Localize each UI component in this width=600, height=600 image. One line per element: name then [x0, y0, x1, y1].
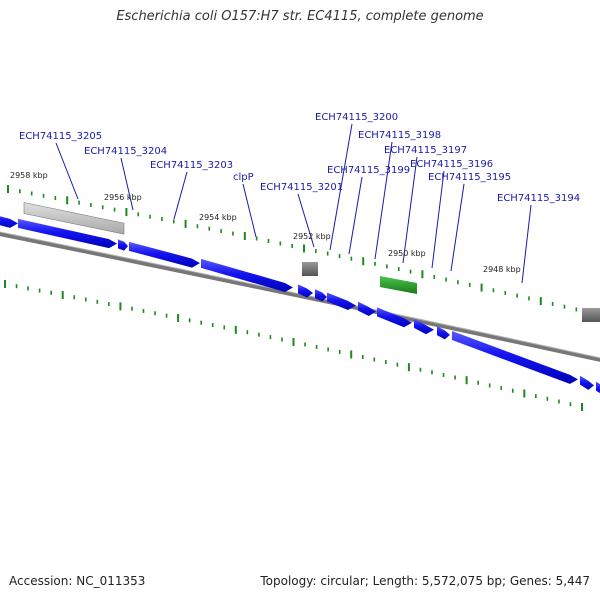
accession-text: Accession: NC_011353 [9, 574, 146, 588]
gene-label[interactable]: ECH74115_3205 [19, 131, 102, 142]
gene-arrow [298, 284, 313, 298]
gene-arrow [118, 239, 128, 251]
kbp-labels: 2958 kbp 2956 kbp 2954 kbp 2952 kbp 2950… [10, 171, 521, 274]
tick-track-inner [4, 280, 583, 411]
gene-arrow [18, 218, 117, 249]
leader-line [173, 171, 188, 220]
gene-labels: ECH74115_3205 ECH74115_3204 ECH74115_320… [19, 112, 580, 204]
pseudogene-block [582, 308, 600, 322]
leader-line [120, 157, 134, 211]
kbp-label: 2958 kbp [10, 171, 48, 180]
leader-line [521, 204, 532, 284]
gene-arrow [201, 258, 293, 292]
leader-line [348, 176, 363, 255]
genome-backbone [0, 231, 600, 362]
feature-track [0, 202, 600, 394]
genome-title: Escherichia coli O157:H7 str. EC4115, co… [116, 9, 484, 24]
gene-label[interactable]: ECH74115_3198 [358, 130, 441, 141]
gene-label[interactable]: ECH74115_3204 [84, 146, 167, 157]
pseudogene-bar [23, 202, 125, 235]
gene-arrow [596, 381, 600, 394]
gene-label[interactable]: clpP [233, 172, 254, 183]
kbp-label: 2950 kbp [388, 249, 426, 258]
kbp-label: 2952 kbp [293, 232, 331, 241]
leader-line [329, 123, 353, 251]
leader-line [242, 183, 257, 238]
leader-line [374, 141, 393, 260]
gene-label[interactable]: ECH74115_3201 [260, 182, 343, 193]
gene-label[interactable]: ECH74115_3194 [497, 193, 580, 204]
leader-line [431, 170, 445, 269]
gene-arrow [0, 216, 18, 228]
rna-feature [380, 276, 417, 294]
gene-arrow [327, 292, 356, 311]
leader-line [402, 156, 418, 264]
leader-line [55, 142, 79, 200]
leader-line [297, 193, 315, 248]
gene-arrow [414, 318, 434, 335]
kbp-label: 2954 kbp [199, 213, 237, 222]
gene-arrow [129, 241, 200, 268]
gene-label[interactable]: ECH74115_3196 [410, 159, 493, 170]
gene-arrow [580, 375, 594, 390]
kbp-label: 2956 kbp [104, 193, 142, 202]
pseudogene-block [302, 262, 318, 276]
gene-label[interactable]: ECH74115_3199 [327, 165, 410, 176]
gene-label[interactable]: ECH74115_3203 [150, 160, 233, 171]
gene-arrow [452, 331, 578, 384]
gene-arrow [377, 307, 412, 328]
gene-arrow [358, 301, 376, 317]
tick-track-outer [7, 185, 600, 319]
gene-arrow [315, 289, 327, 302]
gene-label[interactable]: ECH74115_3195 [428, 172, 511, 183]
genome-summary-text: Topology: circular; Length: 5,572,075 bp… [260, 574, 590, 588]
gene-label[interactable]: ECH74115_3200 [315, 112, 398, 123]
kbp-label: 2948 kbp [483, 265, 521, 274]
leader-line [450, 183, 465, 272]
label-leaders [55, 123, 532, 284]
gene-label[interactable]: ECH74115_3197 [384, 145, 467, 156]
gene-arrow [437, 326, 450, 340]
